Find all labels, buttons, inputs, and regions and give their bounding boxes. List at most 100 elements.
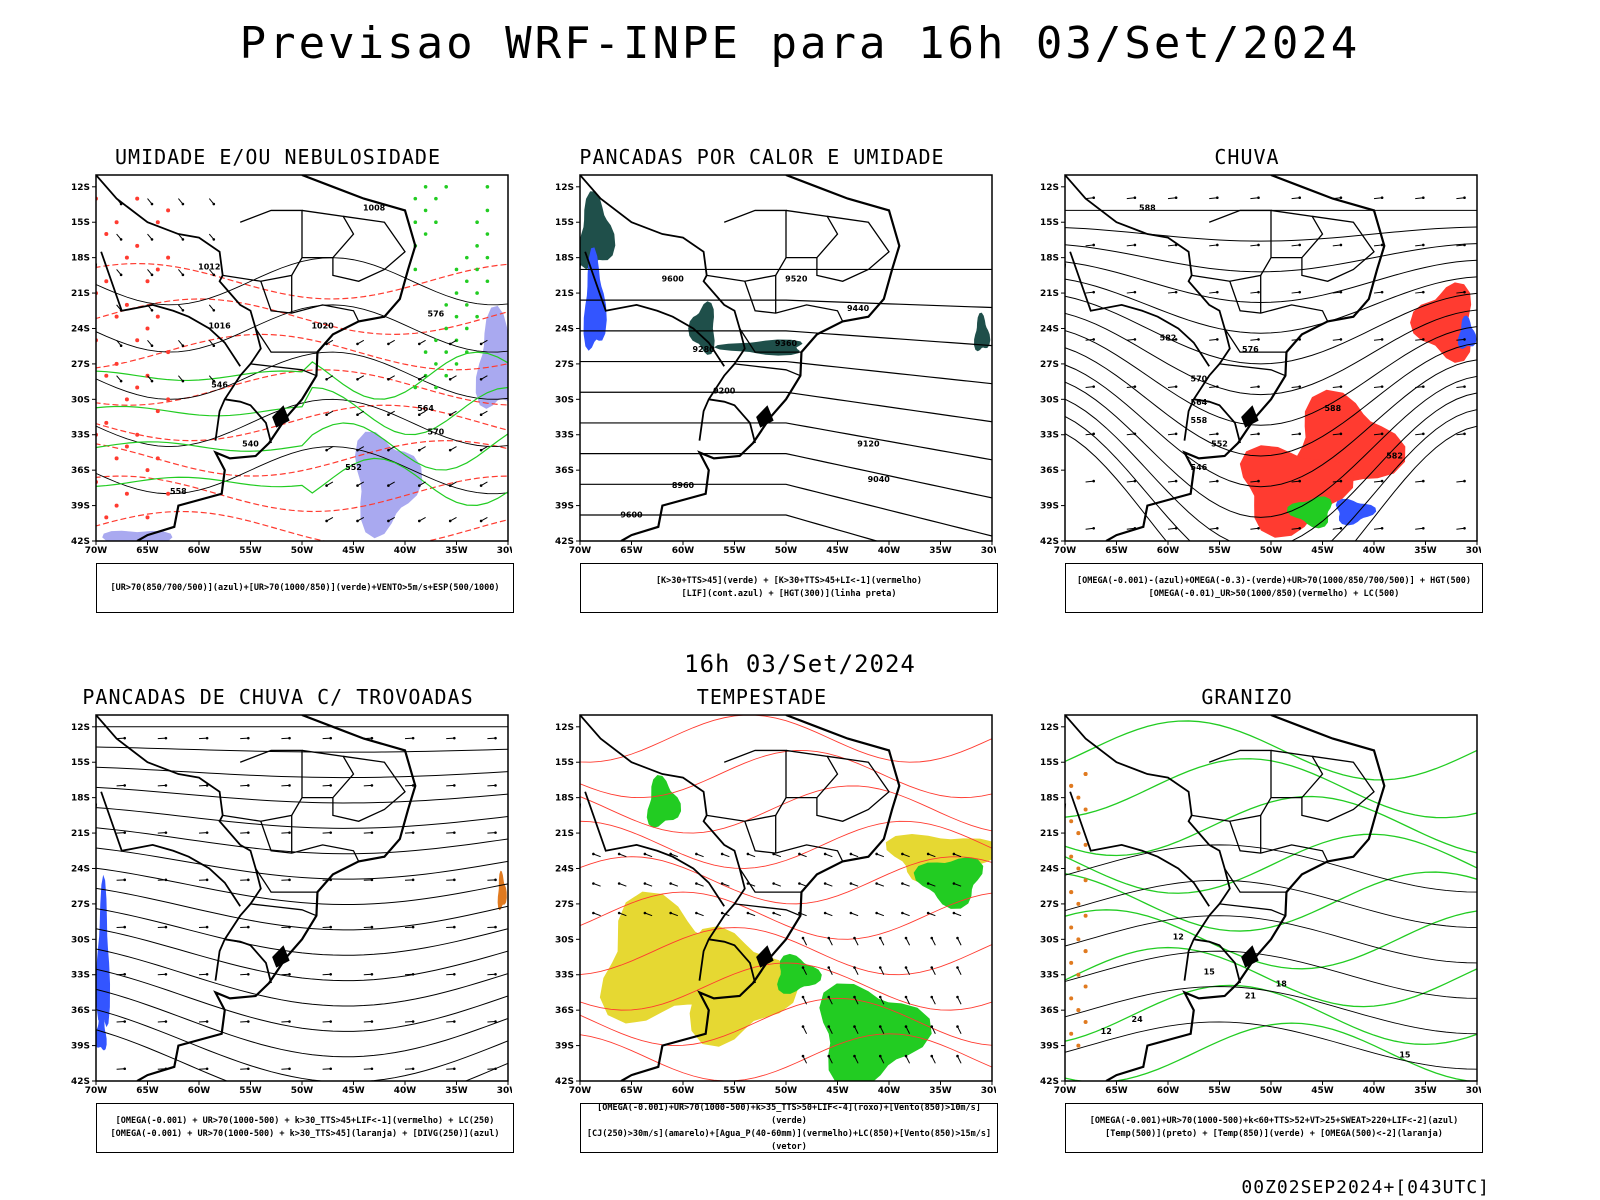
wind-vector	[1250, 433, 1259, 436]
country-border	[224, 938, 272, 984]
wind-vector-head	[1257, 479, 1260, 483]
lagoon	[756, 405, 774, 428]
wind-vector-head	[1422, 243, 1425, 247]
wind-vector-head	[119, 202, 123, 206]
wind-vector-head	[1216, 385, 1219, 388]
country-border	[100, 251, 241, 367]
country-border	[1065, 715, 1231, 981]
wind-vector-head	[247, 1020, 250, 1023]
lat-tick-label: 27S	[71, 360, 90, 370]
wind-vector-head	[1380, 338, 1384, 341]
wind-vector	[1415, 386, 1424, 389]
wind-vector-head	[1092, 432, 1095, 436]
humidity-speck	[485, 232, 490, 236]
contour-label: 564	[1191, 398, 1208, 407]
wind-vector	[802, 937, 808, 946]
wind-vector-head	[212, 202, 216, 206]
wind-vector-head	[695, 911, 698, 915]
wind-vector-head	[875, 852, 878, 856]
wind-vector	[1373, 291, 1383, 294]
wind-vector-head	[288, 878, 291, 882]
legend-line: [K>30+TTS>45](verde) + [K>30+TTS>45+LI<-…	[655, 576, 923, 586]
wind-vector	[1373, 244, 1383, 247]
wind-vector	[1126, 338, 1135, 341]
humidity-speck	[454, 291, 459, 295]
panel-pancadas-trovoadas: PANCADAS DE CHUVA C/ TROVOADAS 12S 15S 18S 2…	[68, 685, 514, 1185]
wind-vector-head	[247, 1067, 250, 1071]
wind-vector-head	[878, 995, 882, 999]
contour-label: 546	[211, 381, 228, 390]
contour-label: 570	[428, 428, 445, 437]
humidity-speck	[104, 420, 109, 425]
wind-vector	[879, 996, 885, 1005]
wind-vector-head	[288, 736, 291, 740]
wind-vector-head	[1422, 526, 1425, 530]
country-border	[584, 791, 725, 907]
wind-vector-head	[1092, 243, 1095, 247]
humidity-speck	[145, 326, 150, 331]
wind-vector	[1209, 197, 1218, 200]
shaded-area	[497, 870, 507, 911]
humidity-speck	[124, 491, 129, 496]
wind-vector-head	[1463, 432, 1466, 436]
lat-tick-label: 33S	[1040, 431, 1059, 441]
wind-vector	[854, 996, 859, 1005]
wind-vector	[828, 1055, 833, 1064]
wind-vector-head	[930, 966, 934, 969]
state-border	[816, 755, 890, 822]
lat-tick-label: 21S	[555, 829, 574, 839]
wind-vector-head	[1133, 385, 1137, 388]
humidity-speck	[423, 232, 428, 236]
lat-tick-label: 21S	[555, 289, 574, 299]
contour-line	[96, 298, 508, 335]
state-border	[785, 749, 839, 799]
contour-line	[96, 968, 508, 1032]
wind-vector-head	[181, 238, 185, 241]
lat-tick-label: 42S	[555, 537, 574, 547]
wind-vector-head	[956, 966, 959, 969]
humidity-speck	[454, 362, 459, 366]
wind-vector-head	[823, 882, 827, 885]
lon-tick-label: 30W	[981, 1086, 996, 1096]
wind-vector-head	[1092, 290, 1095, 294]
shaded-area	[689, 925, 799, 1047]
contour-line	[96, 262, 508, 300]
country-border	[1069, 251, 1210, 367]
contour-label: 1016	[208, 321, 231, 330]
contour-line	[1065, 1021, 1477, 1070]
wind-vector	[1085, 244, 1094, 247]
humidity-speck	[413, 220, 418, 225]
lat-tick-label: 36S	[555, 466, 574, 476]
humidity-speck	[104, 232, 109, 237]
omega-speck	[1069, 890, 1074, 895]
contour-line	[1065, 915, 1477, 964]
wind-vector	[1415, 480, 1424, 483]
wind-vector-head	[878, 1054, 882, 1058]
contour-line	[96, 948, 508, 1007]
wind-vector	[879, 1055, 885, 1064]
lon-tick-label: 45W	[826, 546, 849, 556]
country-border	[708, 398, 756, 444]
wind-vector-head	[448, 448, 452, 452]
wind-vector-head	[1133, 479, 1137, 483]
coastline	[620, 715, 901, 1081]
wind-vector-head	[329, 1020, 333, 1023]
state-border	[1229, 281, 1329, 322]
lat-tick-label: 15S	[71, 758, 90, 768]
wind-vector	[1209, 291, 1218, 294]
wind-vector-head	[329, 736, 333, 740]
contour-line	[96, 807, 508, 829]
wind-vector-head	[181, 273, 185, 277]
state-border	[301, 749, 355, 799]
omega-speck	[1076, 972, 1081, 977]
wind-vector-head	[801, 1025, 805, 1028]
wind-vector-head	[853, 995, 856, 999]
panel-legend: [K>30+TTS>45](verde) + [K>30+TTS>45+LI<-…	[580, 563, 998, 613]
contour-line	[1065, 425, 1477, 541]
wind-vector-head	[643, 911, 647, 915]
contour-line	[96, 398, 508, 447]
wind-vector-head	[926, 882, 930, 885]
coastline	[136, 715, 417, 1081]
country-border	[1193, 938, 1241, 984]
wind-vector	[879, 1026, 885, 1034]
